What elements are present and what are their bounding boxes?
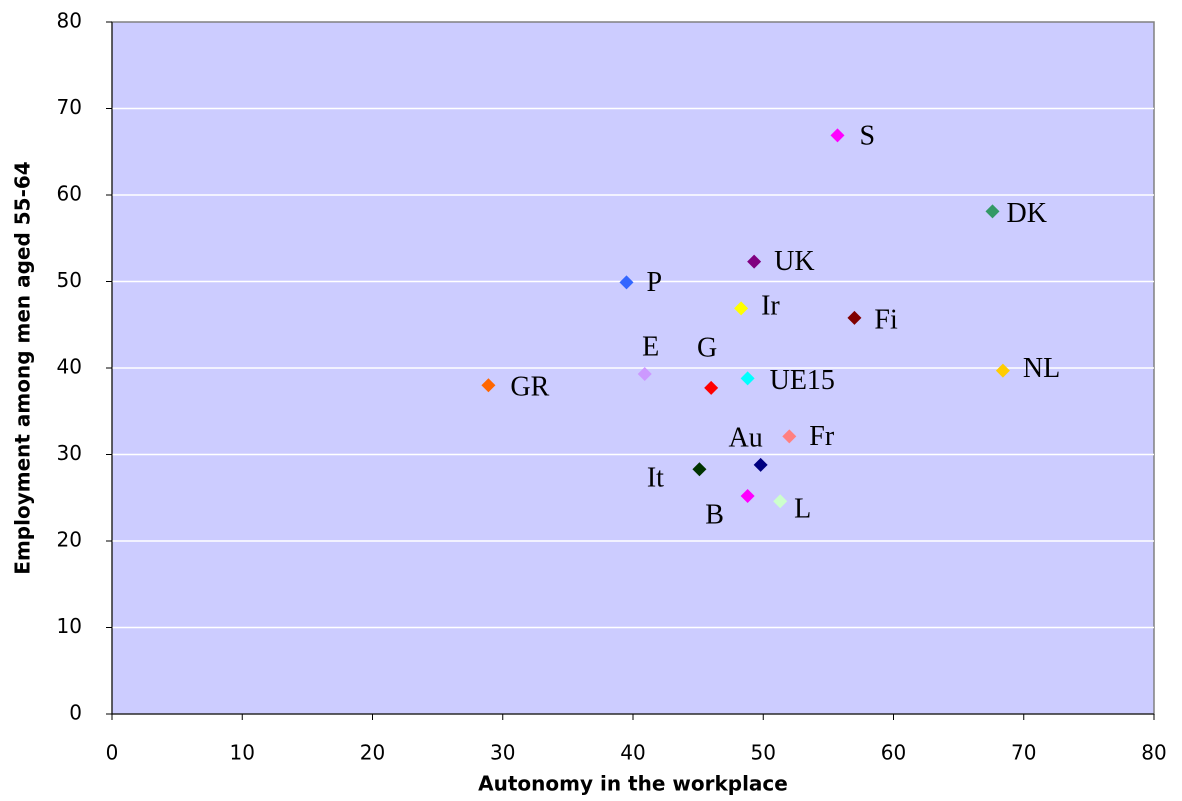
y-tick-label: 50 xyxy=(57,268,82,292)
point-label: E xyxy=(642,331,659,362)
point xyxy=(704,380,719,395)
point xyxy=(782,429,797,444)
point-label: Au xyxy=(729,422,763,453)
x-tick-label: 30 xyxy=(490,741,515,765)
point xyxy=(830,128,845,143)
point xyxy=(637,367,652,382)
point-label: P xyxy=(646,267,662,298)
point xyxy=(619,275,634,290)
point-label: Fi xyxy=(874,304,898,335)
point xyxy=(734,301,749,316)
y-axis-title: Employment among men aged 55-64 xyxy=(11,161,35,574)
y-tick-label: 70 xyxy=(57,95,82,119)
point xyxy=(753,457,768,472)
y-tick-label: 60 xyxy=(57,182,82,206)
x-tick-label: 80 xyxy=(1141,741,1166,765)
point xyxy=(985,204,1000,219)
y-tick-label: 40 xyxy=(57,355,82,379)
y-tick-label: 10 xyxy=(57,614,82,638)
y-tick-label: 20 xyxy=(57,528,82,552)
y-tick-label: 80 xyxy=(57,9,82,33)
x-tick-label: 10 xyxy=(230,741,255,765)
point-label: UE15 xyxy=(770,365,835,396)
point xyxy=(773,494,788,509)
point xyxy=(740,489,755,504)
point xyxy=(740,371,755,386)
point-label: Ir xyxy=(761,291,780,322)
point-label: B xyxy=(705,499,724,530)
y-tick-label: 30 xyxy=(57,441,82,465)
point-label: UK xyxy=(774,246,814,277)
y-tick-label: 0 xyxy=(69,701,82,725)
point-label: GR xyxy=(510,372,549,403)
x-tick-label: 40 xyxy=(620,741,645,765)
point xyxy=(747,254,762,269)
x-tick-label: 60 xyxy=(881,741,906,765)
x-tick-label: 20 xyxy=(360,741,385,765)
x-tick-label: 50 xyxy=(751,741,776,765)
point xyxy=(995,363,1010,378)
x-tick-label: 0 xyxy=(106,741,119,765)
point-label: NL xyxy=(1023,353,1060,384)
point-label: DK xyxy=(1006,198,1046,229)
point-label: It xyxy=(647,463,664,494)
point-label: Fr xyxy=(809,421,835,452)
point-label: G xyxy=(697,332,717,363)
point xyxy=(481,378,496,393)
point-label: S xyxy=(859,121,875,152)
point xyxy=(847,310,862,325)
point xyxy=(692,462,707,477)
point-label: L xyxy=(794,494,811,525)
x-axis-title: Autonomy in the workplace xyxy=(478,772,788,796)
x-tick-label: 70 xyxy=(1011,741,1036,765)
